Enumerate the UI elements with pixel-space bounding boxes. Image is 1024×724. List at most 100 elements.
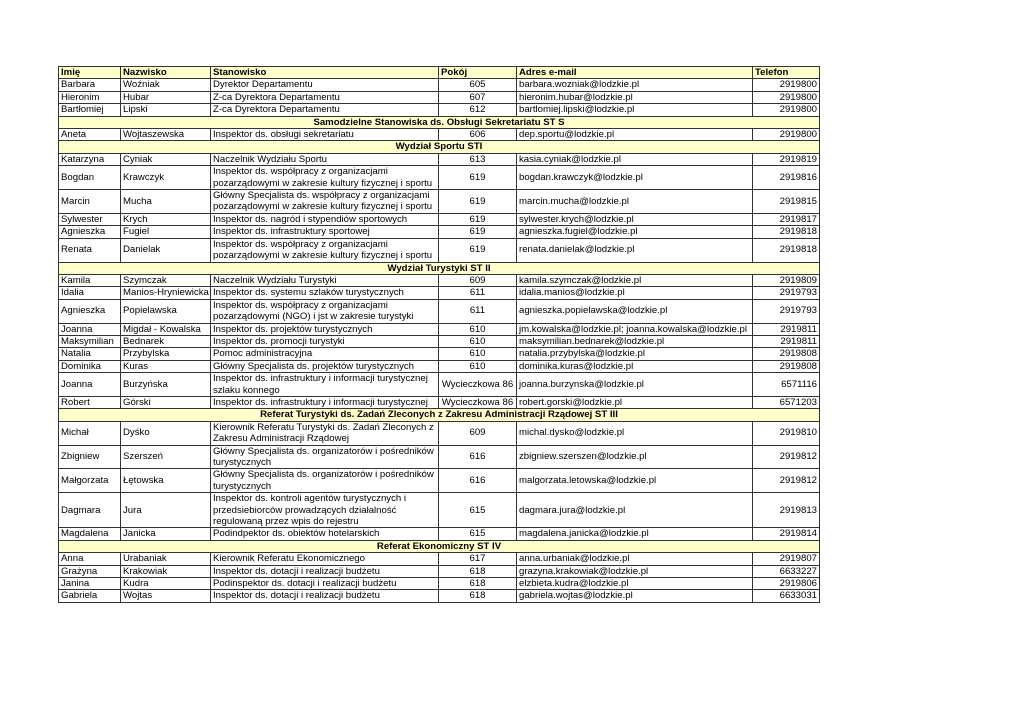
table-body: Barbara Woźniak Dyrektor Departamentu 605 ba…: [58, 78, 820, 603]
table-row: Magdalena Janicka Podindpektor ds. obiektó…: [58, 527, 820, 541]
table-row: Aneta Wojtaszewska Inspektor ds. obsługi s…: [58, 128, 820, 142]
last-name-cell: Krakowiak: [120, 564, 211, 579]
email-cell[interactable]: bartlomiej.lipski@lodzkie.pl: [516, 103, 753, 117]
position-cell: Z-ca Dyrektora Departamentu: [210, 103, 439, 117]
position-cell: Inspektor ds. kontroli agentów turystycz…: [210, 492, 439, 529]
last-name-cell: Kuras: [120, 359, 211, 374]
email-cell[interactable]: renata.danielak@lodzkie.pl: [516, 237, 753, 263]
last-name-cell: Kudra: [120, 577, 211, 591]
last-name-cell: Mucha: [120, 189, 211, 214]
section-header-row: Wydział Turystyki ST II: [58, 261, 820, 275]
email-cell[interactable]: natalia.przybylska@lodzkie.pl: [516, 347, 753, 361]
email-cell[interactable]: kamila.szymczak@lodzkie.pl: [516, 273, 753, 288]
email-cell[interactable]: bogdan.krawczyk@lodzkie.pl: [516, 165, 753, 191]
room-cell: 605: [438, 78, 517, 92]
room-cell: 618: [438, 564, 517, 579]
last-name-cell: Łętowska: [120, 468, 211, 494]
email-cell[interactable]: joanna.burzynska@lodzkie.pl: [516, 372, 753, 397]
table-row: Dagmara Jura Inspektor ds. kontroli agentó…: [58, 492, 820, 529]
first-name-cell: Michał: [58, 420, 121, 446]
phone-cell: 2919793: [752, 298, 820, 324]
last-name-cell: Fugiel: [120, 225, 211, 239]
email-cell[interactable]: marcin.mucha@lodzkie.pl: [516, 189, 753, 214]
section-title: Wydział Sportu STI: [58, 140, 820, 154]
email-cell[interactable]: grazyna.krakowiak@lodzkie.pl: [516, 564, 753, 579]
table-row: Katarzyna Cyniak Naczelnik Wydziału Sportu…: [58, 152, 820, 167]
staff-directory-table: Imię Nazwisko Stanowisko Pokój Adres e-m…: [58, 65, 820, 603]
position-cell: Inspektor ds. infrastruktury sportowej: [210, 225, 439, 239]
phone-cell: 2919816: [752, 165, 820, 191]
position-cell: Z-ca Dyrektora Departamentu: [210, 90, 439, 105]
email-cell[interactable]: idalia.manios@lodzkie.pl: [516, 286, 753, 300]
email-cell[interactable]: maksymilian.bednarek@lodzkie.pl: [516, 334, 753, 349]
email-cell[interactable]: malgorzata.letowska@lodzkie.pl: [516, 468, 753, 494]
email-cell[interactable]: robert.gorski@lodzkie.pl: [516, 395, 753, 410]
room-cell: 609: [438, 420, 517, 446]
email-cell[interactable]: agnieszka.fugiel@lodzkie.pl: [516, 225, 753, 239]
email-cell[interactable]: anna.urbaniak@lodzkie.pl: [516, 552, 753, 566]
email-cell[interactable]: barbara.wozniak@lodzkie.pl: [516, 78, 753, 92]
last-name-cell: Krych: [120, 212, 211, 227]
room-cell: 612: [438, 103, 517, 117]
email-cell[interactable]: dominika.kuras@lodzkie.pl: [516, 359, 753, 374]
email-cell[interactable]: jm.kowalska@lodzkie.pl; joanna.kowalska@…: [516, 322, 753, 336]
first-name-cell: Joanna: [58, 372, 121, 397]
last-name-cell: Danielak: [120, 237, 211, 263]
room-cell: 617: [438, 552, 517, 566]
table-row: Hieronim Hubar Z-ca Dyrektora Departamentu…: [58, 90, 820, 105]
room-cell: 610: [438, 359, 517, 374]
first-name-cell: Gabriela: [58, 589, 121, 603]
last-name-cell: Manios-Hryniewicka: [120, 286, 211, 300]
first-name-cell: Joanna: [58, 322, 121, 336]
position-cell: Dyrektor Departamentu: [210, 78, 439, 92]
room-cell: 609: [438, 273, 517, 288]
section-title: Samodzielne Stanowiska ds. Obsługi Sekre…: [58, 115, 820, 130]
last-name-cell: Szerszeń: [120, 444, 211, 470]
email-cell[interactable]: agnieszka.popielawska@lodzkie.pl: [516, 298, 753, 324]
email-cell[interactable]: magdalena.janicka@lodzkie.pl: [516, 527, 753, 541]
column-header-position: Stanowisko: [210, 65, 439, 80]
first-name-cell: Idalia: [58, 286, 121, 300]
position-cell: Główny Specjalista ds. organizatorów i p…: [210, 468, 439, 494]
last-name-cell: Szymczak: [120, 273, 211, 288]
first-name-cell: Dagmara: [58, 492, 121, 529]
room-cell: 619: [438, 165, 517, 191]
position-cell: Główny Specjalista ds. projektów turysty…: [210, 359, 439, 374]
email-cell[interactable]: sylwester.krych@lodzkie.pl: [516, 212, 753, 227]
last-name-cell: Wojtas: [120, 589, 211, 603]
email-cell[interactable]: hieronim.hubar@lodzkie.pl: [516, 90, 753, 105]
room-cell: Wycieczkowa 86: [438, 372, 517, 397]
position-cell: Inspektor ds. infrastruktury i informacj…: [210, 372, 439, 397]
email-cell[interactable]: kasia.cyniak@lodzkie.pl: [516, 152, 753, 167]
table-row: Zbigniew Szerszeń Główny Specjalista ds. o…: [58, 444, 820, 470]
email-cell[interactable]: zbigniew.szerszen@lodzkie.pl: [516, 444, 753, 470]
table-row: Kamila Szymczak Naczelnik Wydziału Turysty…: [58, 273, 820, 288]
position-cell: Inspektor ds. dotacji i realizacji budże…: [210, 564, 439, 579]
last-name-cell: Hubar: [120, 90, 211, 105]
email-cell[interactable]: dagmara.jura@lodzkie.pl: [516, 492, 753, 529]
first-name-cell: Hieronim: [58, 90, 121, 105]
first-name-cell: Natalia: [58, 347, 121, 361]
first-name-cell: Janina: [58, 577, 121, 591]
table-row: Agnieszka Fugiel Inspektor ds. infrastrukt…: [58, 225, 820, 239]
room-cell: 619: [438, 189, 517, 214]
position-cell: Główny Specjalista ds. współpracy z orga…: [210, 189, 439, 214]
email-cell[interactable]: dep.sportu@lodzkie.pl: [516, 128, 753, 142]
position-cell: Pomoc administracyjna: [210, 347, 439, 361]
first-name-cell: Bartłomiej: [58, 103, 121, 117]
phone-cell: 2919809: [752, 273, 820, 288]
phone-cell: 6633227: [752, 564, 820, 579]
phone-cell: 2919808: [752, 359, 820, 374]
email-cell[interactable]: elzbieta.kudra@lodzkie.pl: [516, 577, 753, 591]
position-cell: Inspektor ds. obsługi sekretariatu: [210, 128, 439, 142]
email-cell[interactable]: michal.dysko@lodzkie.pl: [516, 420, 753, 446]
first-name-cell: Grażyna: [58, 564, 121, 579]
table-row: Janina Kudra Podinspektor ds. dotacji i re…: [58, 577, 820, 591]
phone-cell: 2919818: [752, 237, 820, 263]
table-row: Marcin Mucha Główny Specjalista ds. współp…: [58, 189, 820, 214]
room-cell: 618: [438, 589, 517, 603]
room-cell: 619: [438, 212, 517, 227]
email-cell[interactable]: gabriela.wojtas@lodzkie.pl: [516, 589, 753, 603]
position-cell: Inspektor ds. systemu szlaków turystyczn…: [210, 286, 439, 300]
phone-cell: 6633031: [752, 589, 820, 603]
